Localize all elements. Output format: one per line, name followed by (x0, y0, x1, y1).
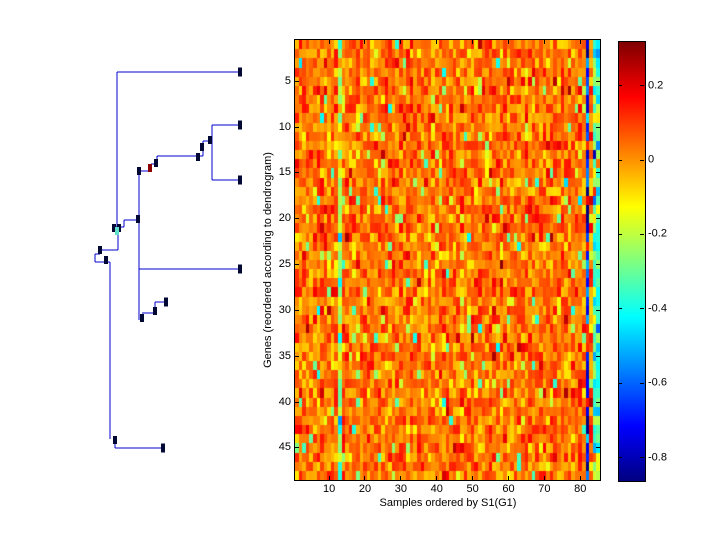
y-tick-label: 40 (278, 395, 291, 408)
y-tick-mark (295, 401, 299, 403)
y-tick-mark (295, 126, 299, 128)
colorbar-tick-mark (618, 382, 622, 384)
x-tick-mark (472, 476, 474, 480)
dendrogram-node-marker (153, 307, 157, 315)
x-tick-label: 60 (502, 483, 515, 495)
x-tick-mark (508, 476, 509, 480)
dendrogram-node-marker (113, 436, 117, 444)
y-tick-mark (295, 355, 299, 357)
x-tick-mark-top (472, 40, 474, 44)
x-tick-label: 50 (466, 483, 479, 495)
dendrogram-node-marker (137, 167, 141, 175)
dendrogram-node-marker (140, 314, 144, 322)
y-tick-mark-right (596, 447, 600, 449)
dendrogram-leaf-marker (238, 264, 242, 274)
x-tick-mark (436, 476, 438, 480)
colorbar-tick-label: 0 (648, 153, 655, 166)
colorbar-tick-label: -0.2 (648, 227, 667, 240)
y-tick-mark-right (596, 264, 600, 266)
y-tick-mark-right (596, 401, 600, 403)
x-tick-label: 70 (538, 483, 551, 495)
colorbar-tick-mark (618, 457, 622, 459)
colorbar (618, 41, 646, 482)
dendrogram-node-marker (136, 215, 140, 223)
dendrogram-node-marker-cyan (115, 227, 119, 235)
y-tick-mark (295, 447, 299, 449)
x-axis-label: Samples ordered by S1(G1) (379, 497, 517, 509)
y-tick-mark-right (596, 218, 600, 220)
x-tick-mark-top (436, 40, 438, 44)
colorbar-tick-mark-right (640, 457, 644, 459)
y-tick-mark (295, 264, 299, 266)
x-tick-label: 20 (358, 483, 372, 495)
colorbar-tick-label: 0.2 (648, 79, 664, 92)
y-tick-mark-right (596, 80, 600, 82)
y-tick-label: 15 (278, 166, 291, 179)
heatmap-image (295, 40, 600, 480)
dendrogram-node-marker (196, 153, 200, 161)
dendrogram-node-marker (154, 159, 158, 167)
colorbar-tick-mark (618, 233, 622, 235)
x-tick-mark-top (508, 40, 509, 44)
x-tick-mark-top (400, 40, 402, 44)
dendrogram-node-marker (112, 224, 116, 232)
dendrogram-leaf-marker (164, 297, 168, 307)
y-tick-label: 30 (278, 303, 291, 316)
colorbar-tick-label: -0.8 (648, 451, 667, 464)
x-tick-mark (400, 476, 402, 480)
y-tick-mark-right (596, 309, 600, 311)
colorbar-tick-mark-right (640, 159, 644, 161)
colorbar-tick-label: -0.4 (648, 302, 667, 315)
y-tick-mark (295, 172, 299, 174)
y-tick-label: 45 (278, 441, 291, 454)
y-tick-label: 10 (278, 120, 291, 133)
dendrogram-leaf-marker (238, 175, 242, 185)
colorbar-tick-mark-right (640, 85, 644, 87)
y-tick-mark (295, 80, 299, 82)
x-tick-mark (543, 476, 545, 480)
x-tick-mark-top (543, 40, 545, 44)
colorbar-tick-label: -0.6 (648, 376, 667, 389)
x-tick-label: 10 (322, 483, 336, 495)
x-tick-mark-top (579, 40, 581, 44)
x-tick-label: 80 (574, 483, 587, 495)
dendrogram-leaf-marker (238, 67, 242, 77)
colorbar-tick-mark (618, 308, 622, 310)
x-tick-mark (328, 476, 330, 480)
x-tick-label: 40 (430, 483, 443, 495)
colorbar-tick-mark (618, 85, 622, 87)
dendrogram-node-marker (200, 143, 204, 151)
colorbar-tick-mark-right (640, 382, 644, 384)
y-tick-mark-right (596, 355, 600, 357)
y-tick-label: 20 (278, 212, 291, 225)
y-tick-label: 25 (278, 258, 291, 271)
dendrogram-node-marker (98, 246, 102, 254)
dendrogram-node-marker-red (148, 164, 152, 172)
x-tick-mark-top (328, 40, 330, 44)
y-tick-mark-right (596, 172, 600, 174)
y-tick-label: 5 (284, 74, 291, 87)
x-tick-label: 30 (394, 483, 407, 495)
y-tick-mark-right (596, 126, 600, 128)
y-tick-mark (295, 309, 299, 311)
x-tick-mark-top (364, 40, 366, 44)
dendrogram-node-marker (208, 136, 212, 144)
y-tick-mark (295, 218, 299, 220)
x-tick-mark (364, 476, 366, 480)
dendrogram-leaf-marker (161, 443, 165, 453)
dendrogram-node-marker (104, 256, 108, 264)
y-tick-label: 35 (278, 349, 291, 362)
colorbar-tick-mark-right (640, 233, 644, 235)
dendrogram-leaf-marker (238, 120, 242, 130)
colorbar-tick-mark-right (640, 308, 644, 310)
x-tick-mark (579, 476, 581, 480)
colorbar-tick-mark (618, 159, 622, 161)
y-axis-label: Genes (reordered according to dendrogram… (262, 152, 274, 368)
